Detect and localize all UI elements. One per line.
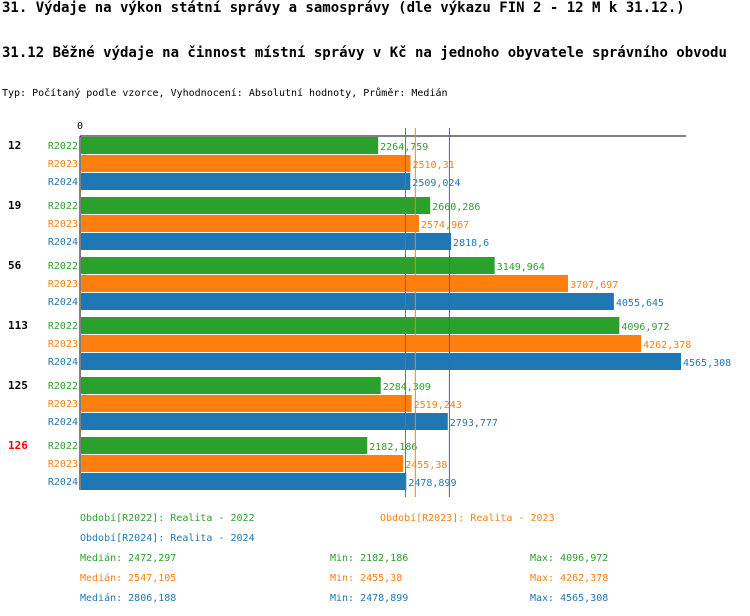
data-label: 4055,645 xyxy=(616,298,664,309)
category-label: 56 xyxy=(8,259,22,272)
stat-median-2024: Medián: 2806,188 xyxy=(80,593,177,604)
series-label: R2024 xyxy=(48,357,78,368)
series-label: R2023 xyxy=(48,459,78,470)
series-label: R2022 xyxy=(48,321,78,332)
series-label: R2023 xyxy=(48,279,78,290)
data-label: 2455,38 xyxy=(405,460,447,471)
series-label: R2022 xyxy=(48,141,78,152)
category-label: 126 xyxy=(8,439,28,452)
category-label: 125 xyxy=(8,379,28,392)
data-label: 2284,309 xyxy=(383,382,431,393)
series-label: R2022 xyxy=(48,441,78,452)
bar-R2022-19 xyxy=(81,197,431,214)
chart-subtitle: 31.12 Běžné výdaje na činnost místní spr… xyxy=(2,45,727,61)
legend-period-2022: Období[R2022]: Realita - 2022 xyxy=(80,513,255,524)
bar-R2022-125 xyxy=(81,377,381,394)
chart-title: 31. Výdaje na výkon státní správy a samo… xyxy=(2,0,685,16)
bar-R2024-125 xyxy=(81,413,448,430)
data-label: 2574,967 xyxy=(421,220,469,231)
stat-max-2023: Max: 4262,378 xyxy=(530,573,609,584)
data-label: 4565,308 xyxy=(683,358,731,369)
series-label: R2023 xyxy=(48,339,78,350)
data-label: 2478,899 xyxy=(408,478,456,489)
stat-min-2023: Min: 2455,38 xyxy=(330,573,403,584)
bar-R2023-113 xyxy=(81,335,642,352)
axis-zero-label: 0 xyxy=(77,121,83,132)
bar-chart: 0 12 R2022 2264,759 R2023 2510,31 R2024 2509,02… xyxy=(8,121,731,497)
bar-R2023-125 xyxy=(81,395,412,412)
data-label: 2519,243 xyxy=(414,400,462,411)
series-label: R2023 xyxy=(48,219,78,230)
data-label: 2660,286 xyxy=(432,202,480,213)
bar-R2022-56 xyxy=(81,257,495,274)
data-label: 3149,964 xyxy=(497,262,545,273)
data-label: 4262,378 xyxy=(643,340,691,351)
bar-R2024-56 xyxy=(81,293,614,310)
stat-min-2022: Min: 2182,186 xyxy=(330,553,409,564)
series-label: R2024 xyxy=(48,477,78,488)
category-label: 12 xyxy=(8,139,21,152)
data-label: 2818,6 xyxy=(453,238,489,249)
category-label: 113 xyxy=(8,319,28,332)
chart-type-line: Typ: Počítaný podle vzorce, Vyhodnocení:… xyxy=(2,88,448,99)
data-label: 4096,972 xyxy=(621,322,669,333)
series-label: R2022 xyxy=(48,261,78,272)
stat-max-2022: Max: 4096,972 xyxy=(530,553,609,564)
series-label: R2024 xyxy=(48,177,78,188)
bar-R2022-12 xyxy=(81,137,379,154)
data-label: 2182,186 xyxy=(369,442,417,453)
bar-R2022-113 xyxy=(81,317,620,334)
bar-R2024-126 xyxy=(81,473,407,490)
series-label: R2023 xyxy=(48,399,78,410)
bar-R2022-126 xyxy=(81,437,368,454)
bar-R2023-12 xyxy=(81,155,411,172)
series-label: R2022 xyxy=(48,381,78,392)
bar-R2023-19 xyxy=(81,215,419,232)
data-label: 2793,777 xyxy=(450,418,498,429)
data-label: 2510,31 xyxy=(412,160,454,171)
category-label: 19 xyxy=(8,199,21,212)
bar-R2024-12 xyxy=(81,173,411,190)
stat-median-2023: Medián: 2547,105 xyxy=(80,573,177,584)
series-label: R2023 xyxy=(48,159,78,170)
series-label: R2024 xyxy=(48,297,78,308)
stat-min-2024: Min: 2478,899 xyxy=(330,593,409,604)
data-label: 2509,024 xyxy=(412,178,460,189)
series-label: R2024 xyxy=(48,417,78,428)
bar-R2023-126 xyxy=(81,455,404,472)
stat-max-2024: Max: 4565,308 xyxy=(530,593,609,604)
series-label: R2024 xyxy=(48,237,78,248)
bar-R2024-113 xyxy=(81,353,681,370)
series-label: R2022 xyxy=(48,201,78,212)
bar-R2023-56 xyxy=(81,275,569,292)
data-label: 3707,697 xyxy=(570,280,618,291)
legend-period-2023: Období[R2023]: Realita - 2023 xyxy=(380,513,555,524)
stat-median-2022: Medián: 2472,297 xyxy=(80,553,177,564)
bar-R2024-19 xyxy=(81,233,452,250)
legend-period-2024: Období[R2024]: Realita - 2024 xyxy=(80,533,255,544)
data-label: 2264,759 xyxy=(380,142,428,153)
